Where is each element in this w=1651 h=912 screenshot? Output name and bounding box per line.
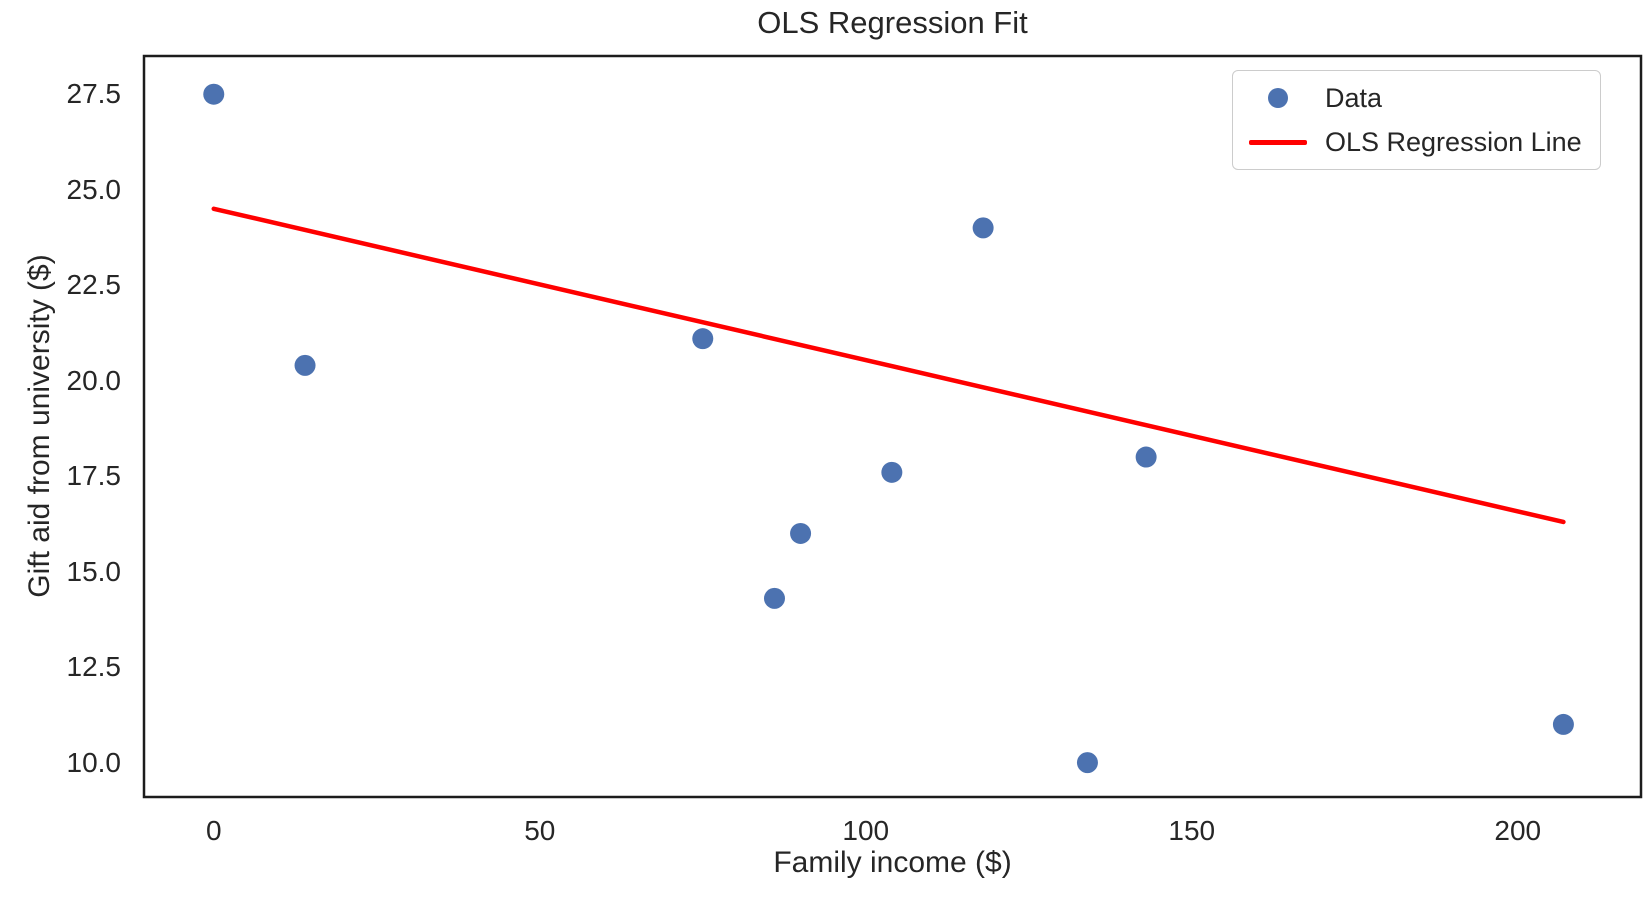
legend-entry-regression: OLS Regression Line: [1245, 120, 1582, 164]
legend-label-data: Data: [1325, 82, 1383, 113]
data-point: [972, 217, 994, 239]
legend-entry-data: Data: [1245, 76, 1582, 120]
data-point: [294, 354, 316, 376]
line-marker-icon: [1249, 139, 1307, 145]
y-tick-label: 12.5: [66, 651, 122, 683]
x-tick-label: 0: [205, 815, 222, 846]
y-tick-label: 10.0: [66, 746, 122, 778]
legend-label-regression: OLS Regression Line: [1325, 126, 1582, 157]
x-tick-label: 200: [1494, 815, 1542, 846]
regression-line: [211, 206, 1566, 525]
data-point: [763, 587, 785, 609]
y-tick-label: 20.0: [66, 364, 122, 396]
data-point: [1552, 713, 1574, 735]
legend-marker-cell: [1245, 88, 1311, 108]
data-point: [881, 461, 903, 483]
y-tick-label: 15.0: [66, 555, 122, 587]
chart-title: OLS Regression Fit: [757, 5, 1028, 40]
x-axis-label: Family income ($): [773, 846, 1012, 879]
x-tick-label: 50: [524, 815, 556, 846]
legend: Data OLS Regression Line: [1232, 70, 1601, 170]
data-point: [1135, 446, 1157, 468]
y-tick-label: 27.5: [66, 78, 122, 110]
y-tick-label: 17.5: [66, 460, 122, 492]
data-point: [790, 522, 812, 544]
data-point: [203, 83, 225, 105]
legend-marker-cell: [1245, 139, 1311, 145]
y-tick-label: 22.5: [66, 269, 122, 301]
y-axis-label: Gift aid from university ($): [23, 254, 56, 598]
data-point: [1076, 752, 1098, 774]
scatter-marker-icon: [1268, 88, 1288, 108]
data-point: [692, 328, 714, 350]
x-tick-label: 150: [1168, 815, 1216, 846]
plot-frame: [142, 54, 1643, 799]
x-tick-label: 100: [842, 815, 890, 846]
y-tick-label: 25.0: [66, 173, 122, 205]
